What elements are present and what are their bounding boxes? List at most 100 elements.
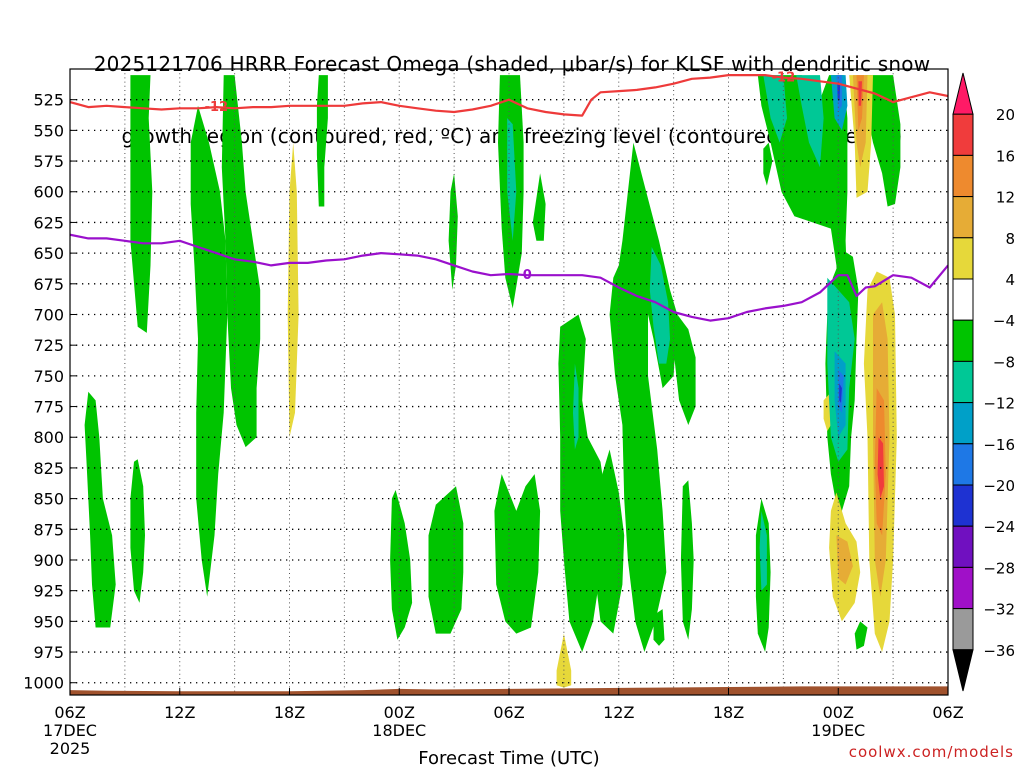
y-tick-label-625: 625 [33,213,64,232]
y-tick-label-775: 775 [33,398,64,417]
omega-region-32 [573,363,579,450]
omega-region-2 [190,105,228,597]
colorbar-label-1: 16 [996,147,1015,165]
colorbar-label-8: −16 [983,436,1015,454]
credit-text: coolwx.com/models [849,743,1014,761]
omega-region-12 [763,142,773,186]
y-tick-label-750: 750 [33,367,64,386]
colorbar-segment-12 [952,566,974,610]
y-axis: 525 550 575 600 625 650 675 700 725 750 775 800 825 8… [23,91,77,693]
contour-layer: -12 -12 0 [70,71,948,322]
omega-region-23 [854,621,868,650]
x-tick-label-8: 06Z [932,703,963,722]
x-year-label-0: 2025 [50,739,91,758]
x-tick-label-7: 00Z [823,703,854,722]
omega-region-15 [390,490,413,640]
omega-region-49 [839,383,842,403]
omega-region-17 [494,474,541,634]
omega-region-6 [448,173,458,290]
colorbar-segment-2 [952,154,974,198]
omega-region-16 [428,486,464,634]
y-tick-label-975: 975 [33,643,64,662]
omega-region-25 [823,394,831,432]
x-tick-label-3: 00Z [384,703,415,722]
omega-region-0 [130,75,153,333]
y-tick-label-700: 700 [33,305,64,324]
y-tick-label-600: 600 [33,183,64,202]
y-tick-label-925: 925 [33,582,64,601]
omega-region-20 [680,480,694,640]
omega-region-46 [858,81,862,106]
dgz-label-1: -12 [205,100,229,115]
omega-region-35 [796,75,824,168]
omega-region-10 [757,75,848,487]
colorbar-segment-11 [952,525,974,568]
chart-title-line1: 2025121706 HRRR Forecast Omega (shaded, … [93,52,931,76]
x-tick-label-5: 12Z [603,703,634,722]
colorbar-label-7: −12 [983,395,1015,413]
dgz-line [70,74,948,117]
x-date-label-0: 17DEC [43,721,97,740]
colorbar-segment-1 [952,113,974,156]
freezing-level-label: 0 [523,268,532,283]
omega-region-14 [130,459,145,603]
colorbar-label-4: 4 [1005,271,1015,289]
y-tick-label-875: 875 [33,520,64,539]
colorbar-segment-0 [952,72,974,115]
omega-region-29 [556,633,572,688]
y-tick-label-525: 525 [33,91,64,110]
colorbar-segment-8 [952,402,974,445]
x-tick-label-2: 18Z [274,703,305,722]
y-tick-label-900: 900 [33,551,64,570]
colorbar-label-12: −32 [983,601,1015,619]
colorbar-label-11: −28 [983,559,1015,577]
colorbar-label-10: −24 [983,518,1015,536]
y-tick-label-675: 675 [33,275,64,294]
x-date-label-7: 19DEC [811,721,865,740]
omega-region-13 [84,391,116,628]
y-tick-label-950: 950 [33,612,64,631]
omega-region-5 [532,173,546,241]
y-tick-label-550: 550 [33,121,64,140]
x-date-label-3: 18DEC [372,721,426,740]
colorbar-segment-4 [952,237,974,280]
x-tick-label-1: 12Z [164,703,195,722]
y-tick-label-725: 725 [33,336,64,355]
omega-region-48 [837,83,841,100]
colorbar-segment-3 [952,196,974,239]
colorbar-label-6: −8 [993,353,1015,371]
omega-region-19 [653,609,665,646]
colorbar-label-2: 12 [996,189,1015,207]
colorbar-segment-6 [952,319,974,362]
colorbar-label-9: −20 [983,477,1015,495]
colorbar-label-13: −36 [983,642,1015,660]
colorbar-segment-14 [952,649,974,692]
omega-region-9 [673,314,696,425]
x-tick-label-0: 06Z [54,703,85,722]
omega-region-3 [316,75,328,207]
y-tick-label-800: 800 [33,428,64,447]
colorbar-segment-9 [952,443,974,486]
y-tick-label-575: 575 [33,152,64,171]
x-axis-label: Forecast Time (UTC) [418,748,599,768]
colorbar-segment-13 [952,608,974,651]
y-tick-label-825: 825 [33,459,64,478]
y-tick-label-650: 650 [33,244,64,263]
omega-region-11 [865,75,901,207]
colorbar-label-3: 8 [1005,230,1015,248]
colorbar-segment-10 [952,484,974,527]
omega-region-18 [593,449,625,634]
x-tick-label-4: 06Z [493,703,524,722]
freezing-level-line [70,233,948,322]
omega-shading-layer [84,75,901,688]
colorbar-label-0: 20 [996,106,1015,124]
colorbar-segment-7 [952,360,974,404]
omega-region-34 [763,75,787,143]
omega-region-30 [507,118,517,241]
y-tick-label-1000: 1000 [23,674,64,693]
omega-region-24 [287,142,299,438]
dgz-label-2: -12 [772,71,796,86]
y-tick-label-850: 850 [33,490,64,509]
